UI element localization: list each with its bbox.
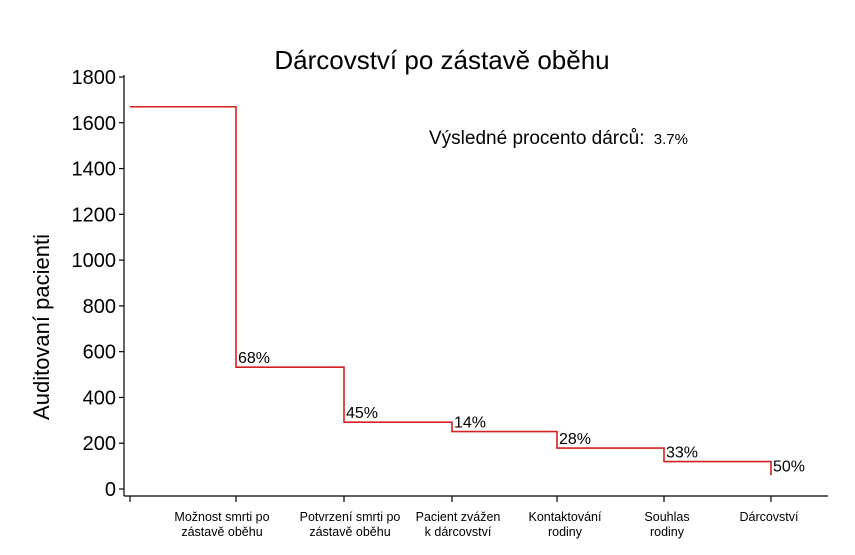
- y-tick-label: 0: [105, 479, 116, 501]
- y-tick-label: 1600: [72, 113, 117, 135]
- y-tick-label: 200: [83, 433, 116, 455]
- axes: [123, 75, 828, 497]
- y-tick-label: 1200: [72, 204, 117, 226]
- step-series-line: [130, 105, 772, 476]
- x-category-label: Možnost smrti po zástavě oběhu: [174, 510, 269, 539]
- result-annotation: Výsledné procento dárců: 3.7%: [429, 128, 688, 149]
- y-tick-label: 800: [83, 296, 116, 318]
- step-percent-label: 14%: [454, 415, 486, 432]
- y-axis-label: Auditovaní pacienti: [29, 234, 54, 420]
- y-tick-label: 1400: [72, 159, 117, 181]
- y-tick-label: 1000: [72, 250, 117, 272]
- x-category-label: Potvrzení smrti po zástavě oběhu: [300, 510, 401, 539]
- step-percent-label: 33%: [666, 445, 698, 462]
- x-category-label: Souhlas rodiny: [644, 510, 689, 539]
- step-percent-label: 45%: [346, 405, 378, 422]
- x-category-label: Kontaktování rodiny: [529, 510, 602, 539]
- x-category-label: Pacient zvážen k dárcovství: [416, 510, 501, 539]
- y-tick-label: 600: [83, 342, 116, 364]
- chart-title: Dárcovství po zástavě oběhu: [274, 45, 609, 75]
- x-ticks: Možnost smrti po zástavě oběhu Potvrzení s…: [129, 496, 799, 539]
- step-percent-label: 28%: [559, 431, 591, 448]
- y-tick-label: 400: [83, 387, 116, 409]
- step-percent-label: 68%: [238, 350, 270, 367]
- svg-text:Výsledné procento dárců:: Výsledné procento dárců: 3.7%: [429, 128, 688, 149]
- annotation-value: 3.7%: [654, 131, 688, 148]
- x-category-label: Dárcovství: [739, 510, 799, 524]
- annotation-label: Výsledné procento dárců:: [429, 128, 644, 149]
- step-percent-label: 50%: [773, 458, 805, 475]
- step-line: [130, 105, 772, 476]
- step-labels: 68% 45% 14% 28% 33% 50%: [238, 350, 805, 475]
- y-tick-label: 1800: [72, 67, 117, 89]
- y-ticks: 0 200 400 600 800 1000 1200 1400 1600 1800: [72, 67, 124, 501]
